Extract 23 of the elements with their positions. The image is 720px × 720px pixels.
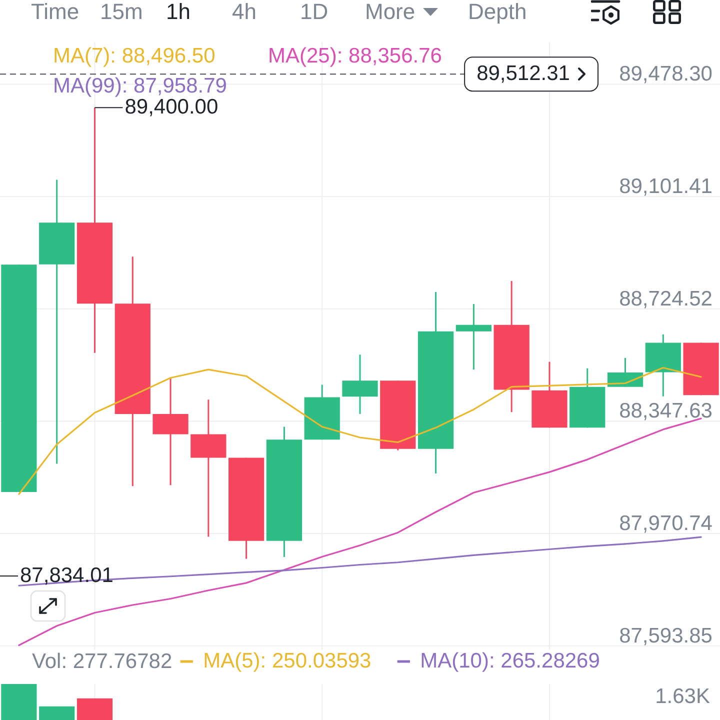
text: 15m — [100, 0, 143, 25]
chart-title: Vol: 277.76782 — [32, 650, 172, 673]
y-tick-label: 87,970.74 — [619, 512, 713, 536]
text: More — [365, 0, 416, 25]
text: MA(99): 87,958.79 — [53, 74, 227, 98]
text: MA(7): 88,496.50 — [53, 44, 216, 68]
y-tick-label: 87,593.85 — [619, 624, 712, 648]
legend-label: MA(5): 250.03593 — [203, 650, 372, 672]
text: Time — [31, 0, 80, 25]
y-tick-label: 88,347.63 — [619, 400, 712, 423]
text: 1D — [300, 0, 328, 25]
text: 4h — [232, 0, 256, 25]
y-tick-label: 88,724.52 — [619, 287, 712, 310]
legend-label: MA(10): 265.28269 — [420, 650, 600, 672]
text: 1h — [166, 0, 190, 25]
annotation: 1.63K — [655, 685, 710, 708]
ref-line-label: 89,512.31 — [476, 62, 570, 86]
annotation: 87,834.01 — [20, 564, 114, 587]
text: Depth — [468, 0, 527, 25]
annotation: 89,400.00 — [124, 96, 218, 119]
text: MA(25): 88,356.76 — [268, 44, 442, 68]
y-tick-label: 89,101.41 — [619, 175, 712, 198]
y-tick-label: 89,478.30 — [619, 62, 712, 86]
